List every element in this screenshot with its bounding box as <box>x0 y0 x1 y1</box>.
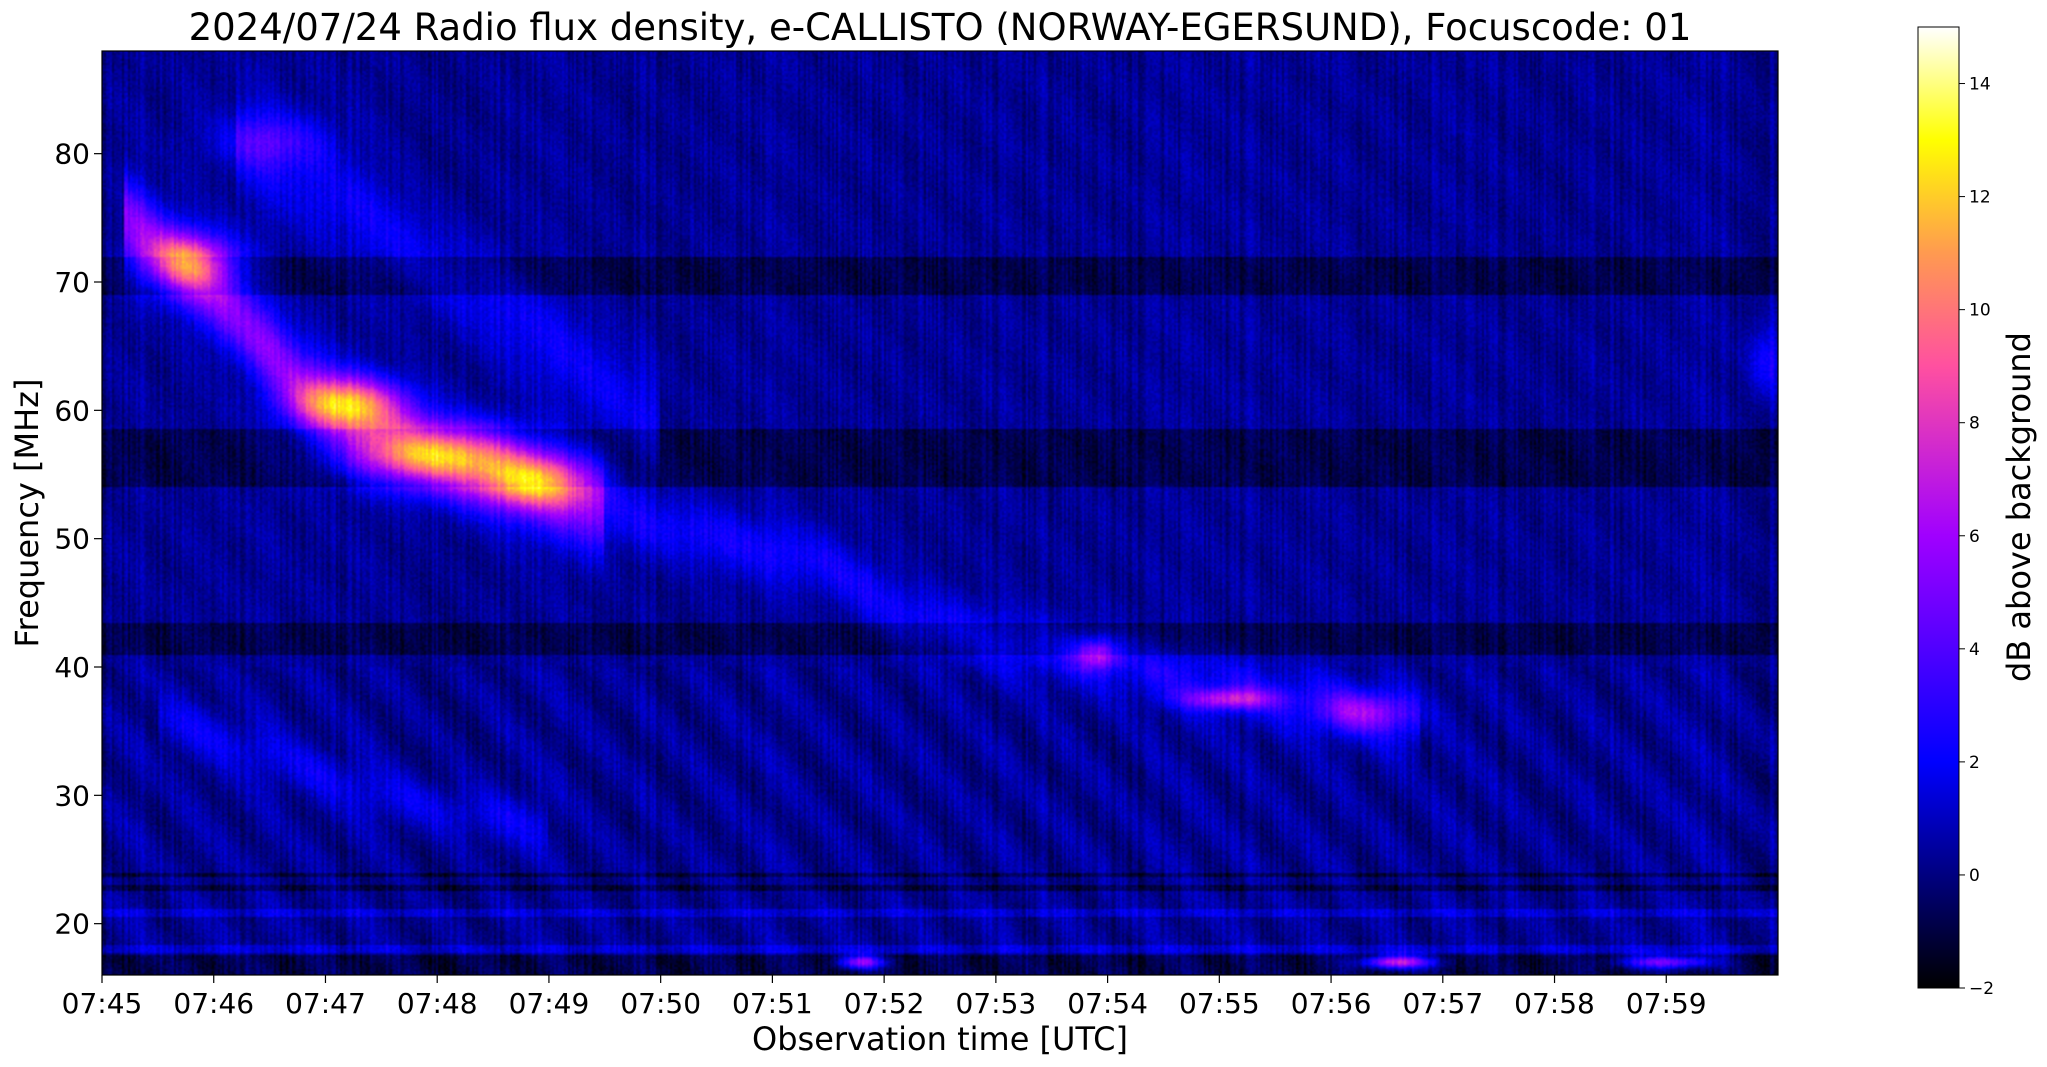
x-tick-label: 07:50 <box>620 987 701 1020</box>
plot-frame <box>101 50 1779 976</box>
x-tick-label: 07:55 <box>1179 987 1260 1020</box>
chart-title: 2024/07/24 Radio flux density, e-CALLIST… <box>189 6 1692 49</box>
x-axis-label: Observation time [UTC] <box>752 1020 1128 1058</box>
x-tick-label: 07:52 <box>844 987 925 1020</box>
x-tick-label: 07:49 <box>509 987 590 1020</box>
x-tick-label: 07:51 <box>732 987 813 1020</box>
colorbar <box>1917 26 1960 989</box>
colorbar-tick-label: 8 <box>1969 414 1980 434</box>
x-tick-label: 07:56 <box>1291 987 1372 1020</box>
colorbar-label: dB above background <box>2000 332 2038 682</box>
x-tick-label: 07:57 <box>1402 987 1483 1020</box>
x-tick-label: 07:45 <box>62 987 143 1020</box>
colorbar-tick-label: 0 <box>1969 866 1980 886</box>
y-tick-label: 60 <box>54 394 90 427</box>
colorbar-tick-label: 10 <box>1969 301 1991 321</box>
colorbar-tick-label: 4 <box>1969 640 1980 660</box>
y-tick-label: 70 <box>54 266 90 299</box>
y-axis-label: Frequency [MHz] <box>8 379 46 648</box>
y-tick-label: 80 <box>54 138 90 171</box>
x-axis-ticks: 07:45 07:46 07:47 07:48 07:49 07:50 07:51 07:52… <box>62 975 1707 1020</box>
spectrogram-heatmap <box>102 51 1778 975</box>
colorbar-tick-label: −2 <box>1969 979 1994 999</box>
y-tick-label: 20 <box>54 908 90 941</box>
y-tick-label: 40 <box>54 651 90 684</box>
x-tick-label: 07:53 <box>956 987 1037 1020</box>
x-tick-label: 07:59 <box>1626 987 1707 1020</box>
x-tick-label: 07:54 <box>1067 987 1148 1020</box>
x-tick-label: 07:48 <box>397 987 478 1020</box>
y-axis-ticks: 20 30 40 50 60 70 80 <box>54 138 102 941</box>
colorbar-ticks: −2 0 2 4 6 8 10 12 14 <box>1959 75 1994 999</box>
y-tick-label: 50 <box>54 523 90 556</box>
x-tick-label: 07:46 <box>173 987 254 1020</box>
y-tick-label: 30 <box>54 779 90 812</box>
x-tick-label: 07:47 <box>285 987 366 1020</box>
colorbar-tick-label: 6 <box>1969 527 1980 547</box>
plot-area <box>102 51 1778 975</box>
colorbar-tick-label: 2 <box>1969 753 1980 773</box>
colorbar-tick-label: 14 <box>1969 75 1991 95</box>
x-tick-label: 07:58 <box>1514 987 1595 1020</box>
colorbar-tick-label: 12 <box>1969 188 1991 208</box>
